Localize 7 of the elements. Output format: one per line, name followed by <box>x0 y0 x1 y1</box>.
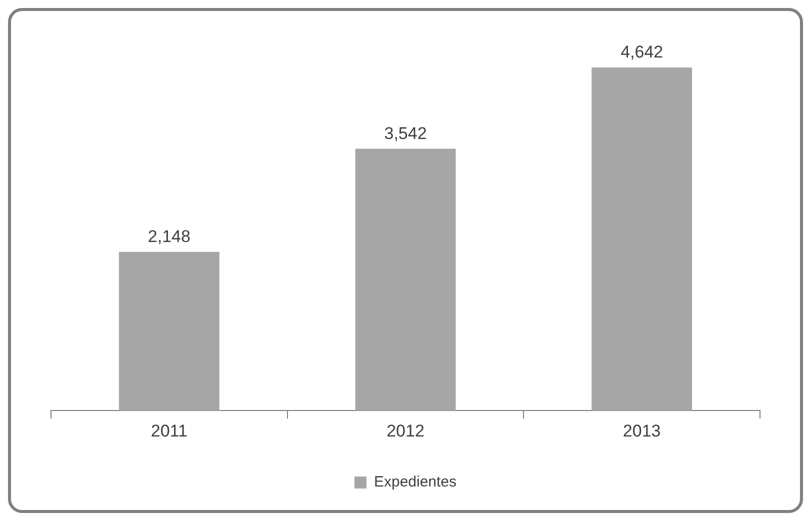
x-tick-label: 2012 <box>386 421 424 440</box>
x-tick-label: 2013 <box>622 421 661 440</box>
data-label: 2,148 <box>148 227 190 246</box>
data-label: 3,542 <box>384 124 427 143</box>
data-label: 4,642 <box>620 42 664 62</box>
x-tick-label: 2011 <box>150 421 188 440</box>
legend-label: Expedientes <box>374 474 457 491</box>
